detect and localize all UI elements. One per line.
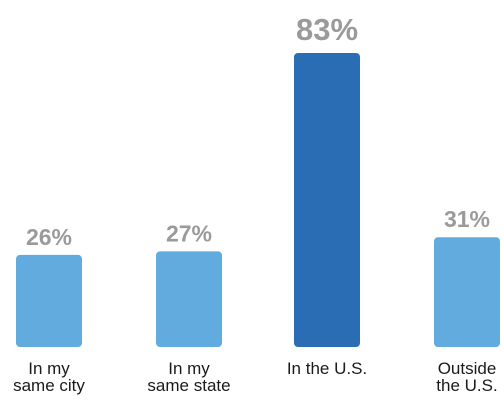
bar-group-2: 83% In the U.S.	[287, 12, 367, 378]
category-label-line: In my	[168, 359, 210, 378]
bar-1	[156, 251, 222, 347]
bar-3	[434, 237, 500, 347]
value-label-0: 26%	[26, 224, 72, 250]
bar-group-0: 26% In my same city	[13, 224, 85, 395]
bar-group-1: 27% In my same state	[147, 220, 230, 395]
category-label-line: same city	[13, 376, 85, 395]
category-label-0: In my same city	[13, 359, 85, 395]
category-label-3: Outside the U.S.	[436, 359, 497, 395]
category-label-line: the U.S.	[436, 376, 497, 395]
category-label-line: same state	[147, 376, 230, 395]
bar-2	[294, 53, 360, 347]
category-label-line: In my	[28, 359, 70, 378]
category-label-line: Outside	[438, 359, 497, 378]
category-label-1: In my same state	[147, 359, 230, 395]
value-label-1: 27%	[166, 220, 212, 246]
category-label-2: In the U.S.	[287, 359, 367, 378]
value-label-3: 31%	[444, 206, 490, 232]
value-label-2: 83%	[296, 12, 358, 47]
bar-group-3: 31% Outside the U.S.	[434, 206, 500, 395]
bar-0	[16, 254, 82, 347]
category-label-line: In the U.S.	[287, 359, 367, 378]
